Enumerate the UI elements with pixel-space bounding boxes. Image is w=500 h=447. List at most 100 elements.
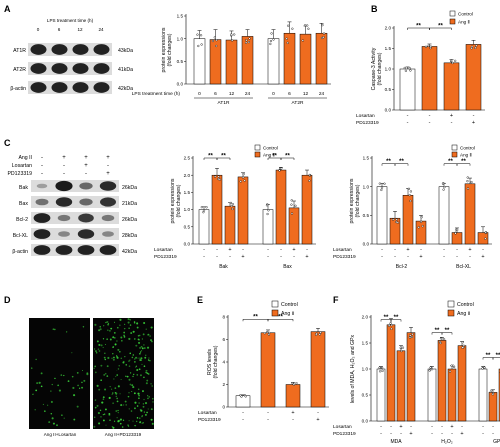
- ros-dot-1-14: [123, 331, 126, 334]
- legend-f-angii-label: Ang Ⅱ: [457, 311, 470, 317]
- A-pt-7-1: [322, 32, 326, 35]
- C2-sign-1-0: -: [381, 254, 383, 260]
- A-pt-4-3: [269, 42, 272, 46]
- C2-bar-3: [415, 220, 427, 245]
- blot-a-strip-2: [28, 81, 112, 94]
- F-sig-line-5: [492, 357, 500, 360]
- A-bar-7: [315, 32, 328, 85]
- legend-c: Control Ang Ⅱ: [254, 144, 278, 158]
- C2-ytick-label-3: 1.5: [363, 156, 370, 161]
- A-pt-1-2: [215, 39, 218, 42]
- E-pt-2-3: [292, 383, 295, 386]
- ros-dot-1-80: [117, 368, 120, 370]
- ros-dot-2-13: [51, 383, 53, 386]
- C2-sign-0-0: -: [381, 247, 383, 253]
- C2-ytick-label-1: 0.5: [363, 213, 370, 218]
- legend-f: Control Ang Ⅱ: [447, 300, 474, 317]
- C2-bar-6: [464, 183, 476, 245]
- F-sig-2: **: [435, 328, 440, 334]
- ros-dot-1-110: [98, 343, 101, 346]
- ros-dot-1-89: [136, 326, 139, 329]
- ros-dot-1-52: [138, 368, 141, 371]
- C1-pt-6-3: [294, 204, 297, 207]
- ros-dot-1-51: [144, 356, 147, 359]
- blot-c-row-bclxl: Bcl-XL: [13, 233, 28, 239]
- ros-dot-1-49: [138, 341, 141, 344]
- F-sign-1-1: -: [390, 431, 392, 437]
- ros-dot-0-6: [53, 328, 56, 331]
- E-ytick-label-2: 4: [222, 360, 225, 365]
- blot-a-kda-at1r: 43kDa: [118, 48, 133, 54]
- C2-rowlabel-0: Losartan: [333, 247, 352, 253]
- A-pt-6-3: [303, 24, 307, 27]
- blot-a-lane-0: 0: [37, 27, 40, 32]
- F-sign-0-3: -: [410, 424, 412, 430]
- ros-dot-0-0: [81, 369, 84, 372]
- ros-dot-1-121: [99, 326, 101, 328]
- B-pt-0-3: [403, 66, 406, 70]
- blot-a-band-2-3: [93, 82, 110, 93]
- ros-dot-1-139: [129, 359, 131, 361]
- F-bar-3: [406, 332, 416, 422]
- F-pt-1-1: [388, 324, 391, 327]
- F-pt-2-2: [399, 346, 402, 349]
- A-group-label-1: AT2R: [292, 100, 304, 106]
- ros-dot-3-10: [94, 406, 97, 409]
- C2-pt-0-3: [380, 186, 384, 189]
- blot-c-band-1-2: [79, 198, 93, 206]
- B-sign-0-3: -: [473, 113, 475, 119]
- C2-pt-7-3: [484, 231, 487, 234]
- ros-dot-1-29: [103, 325, 105, 327]
- C1-pt-0-1: [202, 211, 205, 214]
- ros-dot-2-9: [73, 418, 76, 421]
- ros-dot-3-108: [102, 396, 105, 399]
- C1-ytick-label-1: 0.5: [184, 224, 191, 229]
- ros-dot-3-76: [136, 374, 139, 376]
- F-ytick-label-0: 0.0: [362, 419, 369, 424]
- A-bar-6: [299, 33, 312, 85]
- F-sign-0-9: -: [492, 424, 494, 430]
- ros-dot-3-87: [124, 400, 127, 403]
- ros-dot-1-115: [98, 329, 101, 332]
- C1-pt-2-3: [231, 207, 234, 211]
- A-bar-3: [241, 36, 254, 85]
- ros-dot-1-24: [113, 356, 115, 359]
- ros-dot-1-81: [135, 365, 137, 367]
- blot-c-sign-1-3: -: [107, 163, 109, 169]
- ros-dot-3-49: [134, 401, 137, 404]
- ros-dot-3-94: [137, 392, 140, 395]
- C1-sig-line-3: [280, 157, 295, 160]
- F-bar-4: [427, 368, 437, 422]
- blot-a-band-1-3: [93, 63, 110, 74]
- ros-dot-3-50: [134, 424, 137, 427]
- blot-c-treat-angii: Ang II: [18, 155, 32, 161]
- C1-bar-2: [224, 205, 236, 245]
- ros-dot-1-65: [133, 321, 136, 323]
- panel-letter-f: F: [333, 295, 339, 305]
- C2-pt-4-1: [443, 186, 446, 189]
- A-cat-0: 0: [198, 91, 201, 97]
- C1-ytick-label-0: 0.0: [184, 242, 191, 247]
- F-pt-0-1: [379, 370, 382, 373]
- legend-f-angii-swatch: [447, 309, 455, 317]
- B-pt-0-2: [409, 69, 412, 72]
- E-pt-0-2: [244, 395, 247, 398]
- legend-c2: Control Ang Ⅱ: [451, 144, 475, 158]
- ros-dot-0-7: [71, 352, 73, 354]
- ros-dot-3-83: [97, 411, 101, 415]
- ros-dot-1-8: [141, 363, 143, 365]
- A-pt-6-1: [301, 39, 304, 42]
- E-ytick-label-1: 2: [222, 382, 225, 387]
- ros-dot-1-96: [137, 338, 140, 341]
- ros-dot-1-25: [114, 337, 116, 339]
- ros-dot-3-128: [103, 374, 105, 376]
- F-pt-2-1: [401, 346, 405, 349]
- legend-c2-control-swatch: [451, 144, 458, 151]
- C1-sig-3: **: [285, 153, 290, 159]
- ros-dot-2-11: [52, 422, 55, 425]
- C2-ytick-label-2: 1.0: [363, 184, 370, 189]
- C1-sign-1-2: -: [229, 254, 231, 260]
- blot-c-sign-0-3: +: [106, 155, 110, 161]
- ros-dot-1-103: [109, 330, 111, 332]
